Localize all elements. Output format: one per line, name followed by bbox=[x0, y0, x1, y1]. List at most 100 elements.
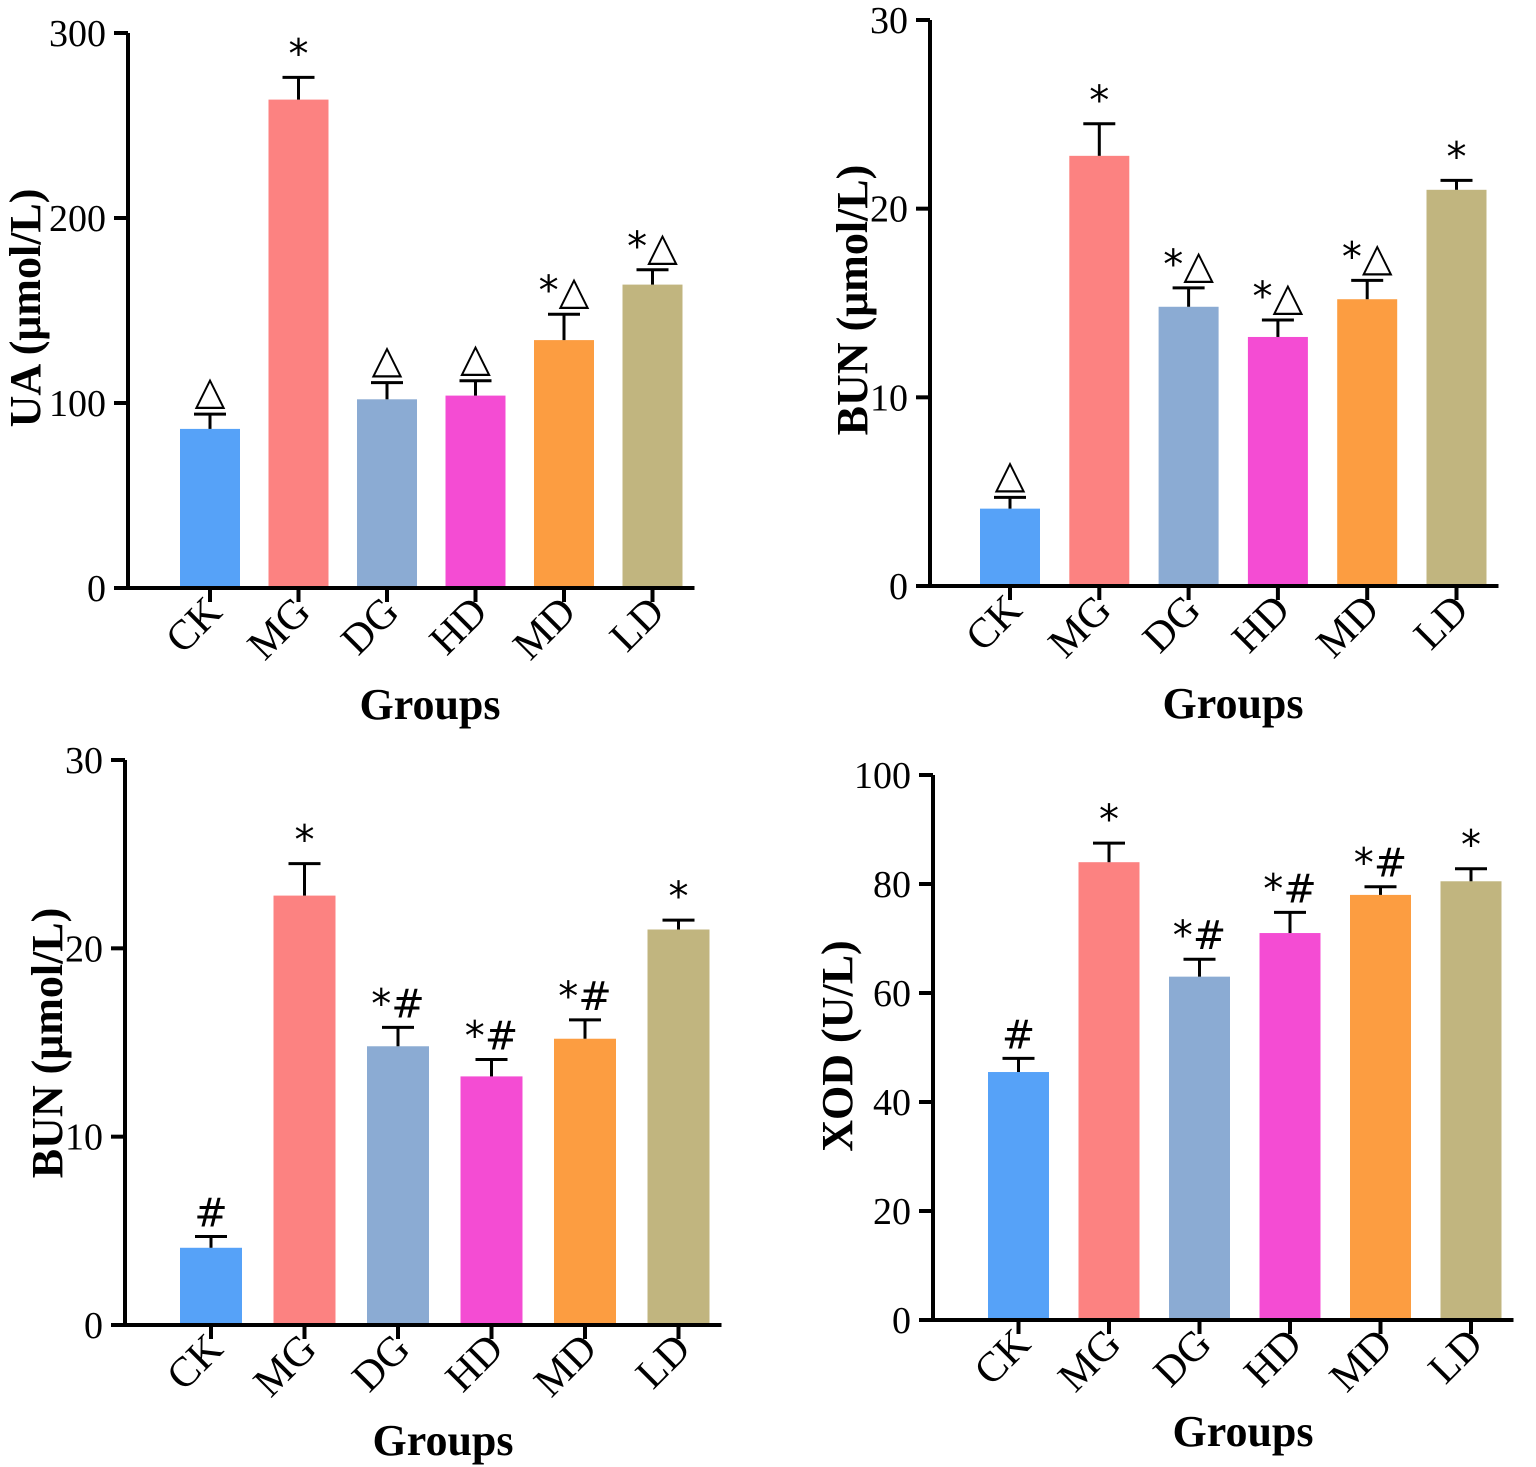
significance-label: *△ bbox=[627, 224, 678, 270]
significance-label: # bbox=[194, 1190, 228, 1236]
x-tick-label: HD bbox=[1236, 1321, 1311, 1396]
x-tick-label: CK bbox=[157, 589, 231, 663]
bar-hd bbox=[460, 1076, 523, 1325]
y-tick-label: 10 bbox=[870, 377, 908, 419]
bar-md bbox=[554, 1038, 616, 1325]
significance-label: *# bbox=[1354, 841, 1408, 887]
bar-ld bbox=[647, 929, 710, 1325]
x-tick-label: CK bbox=[966, 1321, 1040, 1395]
x-tick-label: DG bbox=[1134, 587, 1209, 662]
chart-panel-2: △ * *△ *△ *△ * 0 10 20 30 CK MG DG HD MD LD BUN (μmol/L)… bbox=[828, 0, 1499, 728]
x-axis-title: Groups bbox=[372, 1416, 513, 1465]
significance-label: *△ bbox=[1163, 242, 1214, 288]
x-tick-label: MD bbox=[1308, 587, 1388, 667]
x-tick-label: DG bbox=[1145, 1321, 1220, 1396]
significance-label: * bbox=[289, 31, 309, 77]
x-tick-label: MG bbox=[1050, 1321, 1130, 1401]
y-tick-label: 20 bbox=[873, 1191, 911, 1233]
significance-label: *# bbox=[1263, 866, 1317, 912]
bar-mg bbox=[273, 895, 336, 1325]
x-tick-label: DG bbox=[333, 589, 408, 664]
bar-dg bbox=[367, 1046, 429, 1325]
y-tick-label: 0 bbox=[87, 568, 106, 610]
bar-hd bbox=[1247, 336, 1308, 586]
y-tick-label: 40 bbox=[873, 1082, 911, 1124]
y-tick-label: 30 bbox=[65, 740, 103, 782]
y-tick-label: 100 bbox=[854, 755, 911, 797]
y-tick-label: 200 bbox=[49, 198, 106, 240]
x-axis-title: Groups bbox=[359, 680, 500, 729]
y-tick-label: 300 bbox=[49, 13, 106, 55]
significance-label: *△ bbox=[539, 268, 590, 314]
bar-dg bbox=[1158, 306, 1219, 586]
significance-label: *# bbox=[465, 1013, 519, 1059]
x-tick-label: MD bbox=[505, 589, 585, 669]
y-tick-label: 10 bbox=[65, 1117, 103, 1159]
significance-label: △ bbox=[995, 451, 1026, 497]
x-tick-label: HD bbox=[421, 589, 496, 664]
x-tick-label: LD bbox=[627, 1326, 699, 1398]
significance-label: *△ bbox=[1342, 234, 1393, 280]
y-axis-title: UA (μmol/L) bbox=[1, 189, 50, 428]
y-tick-label: 30 bbox=[870, 0, 908, 42]
bar-ck bbox=[980, 508, 1040, 586]
significance-label: * bbox=[1447, 134, 1467, 180]
significance-label: * bbox=[1461, 823, 1481, 869]
bar-mg bbox=[1069, 155, 1130, 586]
x-tick-label: MD bbox=[1321, 1321, 1401, 1401]
bar-ck bbox=[180, 428, 240, 588]
bar-ld bbox=[1426, 189, 1487, 587]
significance-label: *# bbox=[558, 974, 612, 1020]
x-tick-label: DG bbox=[344, 1326, 419, 1401]
bar-ck bbox=[988, 1072, 1049, 1320]
bar-ck bbox=[180, 1247, 242, 1325]
significance-label: * bbox=[1099, 797, 1119, 843]
significance-label: * bbox=[1089, 78, 1109, 124]
x-tick-label: MG bbox=[1040, 587, 1120, 667]
significance-label: * bbox=[669, 874, 689, 920]
bar-mg bbox=[1078, 862, 1140, 1320]
chart-panel-4: # * *# *# *# * 0 20 40 60 80 100 CK MG DG HD MD LD XOD (U/… bbox=[813, 755, 1514, 1456]
significance-label: * bbox=[295, 818, 315, 864]
y-axis-title: BUN (μmol/L) bbox=[828, 165, 877, 436]
bar-dg bbox=[1169, 976, 1230, 1320]
x-tick-label: CK bbox=[158, 1326, 232, 1400]
y-axis-title: XOD (U/L) bbox=[813, 940, 862, 1151]
x-tick-label: LD bbox=[1420, 1321, 1492, 1393]
x-axis-title: Groups bbox=[1162, 679, 1303, 728]
significance-label: △ bbox=[372, 337, 403, 383]
x-tick-label: MG bbox=[245, 1326, 325, 1406]
bar-md bbox=[1337, 299, 1398, 586]
y-axis-title: BUN (μmol/L) bbox=[23, 908, 72, 1179]
x-tick-label: LD bbox=[601, 589, 673, 661]
y-tick-label: 80 bbox=[873, 864, 911, 906]
y-tick-label: 20 bbox=[870, 189, 908, 231]
x-tick-label: MG bbox=[239, 589, 319, 669]
x-tick-label: HD bbox=[1224, 587, 1299, 662]
significance-label: *△ bbox=[1253, 274, 1304, 320]
bar-ld bbox=[1440, 881, 1502, 1320]
y-tick-label: 100 bbox=[49, 383, 106, 425]
significance-label: *# bbox=[1173, 913, 1227, 959]
bar-hd bbox=[1259, 933, 1321, 1320]
bar-md bbox=[534, 340, 594, 588]
x-tick-label: HD bbox=[437, 1326, 512, 1401]
x-tick-label: MD bbox=[526, 1326, 606, 1406]
significance-label: # bbox=[1002, 1012, 1036, 1058]
bar-mg bbox=[268, 99, 329, 588]
bar-hd bbox=[445, 395, 506, 588]
y-tick-label: 0 bbox=[84, 1305, 103, 1347]
y-tick-label: 20 bbox=[65, 928, 103, 970]
y-tick-label: 0 bbox=[889, 566, 908, 608]
y-tick-label: 0 bbox=[892, 1300, 911, 1342]
x-tick-label: CK bbox=[957, 587, 1031, 661]
significance-label: △ bbox=[460, 335, 491, 381]
x-axis-title: Groups bbox=[1172, 1407, 1313, 1456]
bar-md bbox=[1350, 894, 1411, 1320]
chart-panel-3: # * *# *# *# * 0 10 20 30 CK MG DG HD MD LD BUN (μmol/L)… bbox=[23, 740, 722, 1465]
x-tick-label: LD bbox=[1405, 587, 1477, 659]
bar-dg bbox=[357, 399, 417, 588]
bar-ld bbox=[622, 284, 683, 588]
